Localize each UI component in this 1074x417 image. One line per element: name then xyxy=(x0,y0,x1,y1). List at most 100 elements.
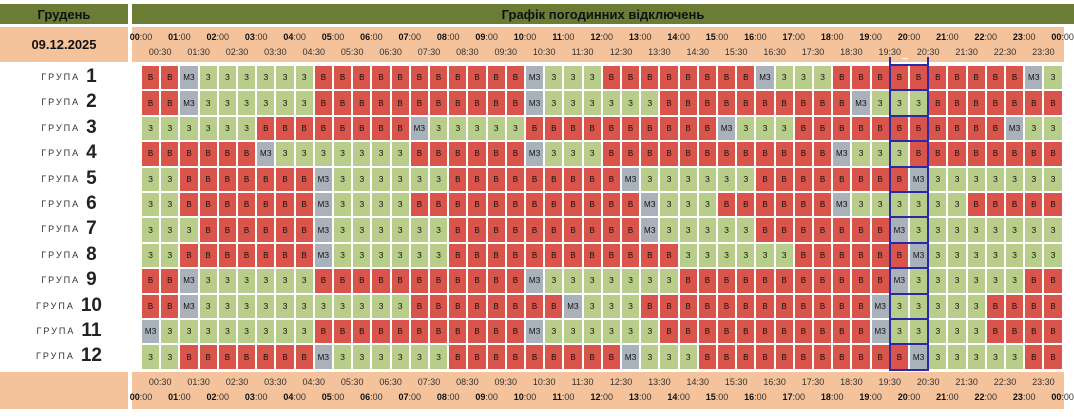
schedule-cell: З xyxy=(353,167,371,191)
schedule-cell: В xyxy=(410,142,428,166)
schedule-cell: В xyxy=(564,218,582,242)
half-hour-tick: 21:30 xyxy=(955,47,978,57)
schedule-cell: МЗ xyxy=(641,218,659,242)
schedule-cell: В xyxy=(948,66,966,90)
schedule-cell: З xyxy=(929,269,947,293)
schedule-cell: З xyxy=(698,193,716,217)
schedule-cell: В xyxy=(871,243,889,268)
schedule-cell: З xyxy=(1006,345,1024,369)
hour-tick: 20:00 xyxy=(897,392,921,402)
schedule-cell: В xyxy=(506,91,524,115)
hour-tick: 20:00 xyxy=(897,32,921,42)
schedule-cell: В xyxy=(353,66,371,90)
schedule-cell: З xyxy=(353,218,371,242)
schedule-cell: В xyxy=(679,294,697,318)
schedule-cell: В xyxy=(718,294,736,318)
hour-tick: 23:00 xyxy=(1012,392,1036,402)
schedule-cell: В xyxy=(1025,193,1043,217)
half-hour-tick: 20:30 xyxy=(916,47,940,57)
schedule-cell: З xyxy=(622,320,640,344)
schedule-cell: З xyxy=(986,218,1004,242)
schedule-cell: В xyxy=(391,320,409,344)
schedule-cell: В xyxy=(794,193,812,217)
group-number: 8 xyxy=(86,243,97,265)
schedule-cell: З xyxy=(161,116,179,141)
schedule-cell: В xyxy=(679,269,697,293)
schedule-cell: В xyxy=(660,142,678,166)
schedule-cell: В xyxy=(698,66,716,90)
hour-tick: 01:00 xyxy=(168,32,191,42)
schedule-cell: З xyxy=(410,167,428,191)
schedule-cell: З xyxy=(199,116,217,141)
schedule-cell: В xyxy=(430,142,448,166)
schedule-cell: В xyxy=(948,91,966,115)
hour-tick: 10:00 xyxy=(513,392,537,402)
group-label: ГРУПА 8 xyxy=(0,242,138,267)
schedule-cell: З xyxy=(929,243,947,268)
schedule-cell: З xyxy=(295,269,313,293)
schedule-cell: В xyxy=(775,218,793,242)
schedule-cell: З xyxy=(967,167,985,191)
schedule-cell: З xyxy=(775,116,793,141)
schedule-cell: З xyxy=(737,167,755,191)
half-hour-tick: 21:30 xyxy=(955,377,978,387)
schedule-cell: З xyxy=(948,294,966,318)
schedule-cell: В xyxy=(756,320,774,344)
schedule-cell: З xyxy=(775,66,793,90)
hour-tick: 02:00 xyxy=(206,392,230,402)
half-hour-tick: 22:30 xyxy=(993,377,1017,387)
schedule-cell: В xyxy=(622,243,640,268)
group-number: 11 xyxy=(81,320,102,341)
schedule-cell: З xyxy=(218,320,236,344)
schedule-cell: В xyxy=(161,142,179,166)
schedule-cell: В xyxy=(602,218,620,242)
schedule-cell: З xyxy=(391,193,409,217)
schedule-cell: З xyxy=(929,193,947,217)
schedule-cell: В xyxy=(737,345,755,369)
schedule-cell: В xyxy=(449,218,467,242)
schedule-cell: З xyxy=(545,269,563,293)
hour-tick: 06:00 xyxy=(360,392,383,402)
schedule-cell: В xyxy=(468,294,486,318)
schedule-cell: В xyxy=(775,320,793,344)
schedule-cell: В xyxy=(218,167,236,191)
schedule-cell: МЗ xyxy=(622,167,640,191)
group-word: ГРУПА xyxy=(41,148,81,159)
schedule-cell: МЗ xyxy=(1025,66,1043,90)
schedule-cell: З xyxy=(199,269,217,293)
schedule-cell: З xyxy=(142,167,160,191)
schedule-cell: З xyxy=(161,218,179,242)
schedule-cell: В xyxy=(986,66,1004,90)
schedule-cell: В xyxy=(718,91,736,115)
current-time-row-line xyxy=(888,292,930,295)
schedule-cell: З xyxy=(679,193,697,217)
schedule-cell: В xyxy=(238,345,256,369)
schedule-cell: З xyxy=(257,320,275,344)
schedule-cell: З xyxy=(1044,66,1062,90)
schedule-cell: В xyxy=(257,193,275,217)
half-hour-tick: 02:30 xyxy=(225,47,249,57)
schedule-cell: В xyxy=(583,345,601,369)
schedule-cell: З xyxy=(1006,218,1024,242)
half-hour-tick: 05:30 xyxy=(340,47,364,57)
schedule-cell: З xyxy=(334,193,352,217)
schedule-cell: З xyxy=(602,269,620,293)
schedule-cell: З xyxy=(545,91,563,115)
schedule-cell: В xyxy=(871,167,889,191)
half-hour-tick: 10:30 xyxy=(532,377,556,387)
schedule-cell: З xyxy=(238,116,256,141)
schedule-cell: В xyxy=(218,142,236,166)
schedule-cell: В xyxy=(679,142,697,166)
half-hour-tick: 08:30 xyxy=(456,377,479,387)
schedule-cell: З xyxy=(814,66,832,90)
schedule-cell: В xyxy=(468,167,486,191)
schedule-cell: З xyxy=(583,66,601,90)
schedule-cell: З xyxy=(756,116,774,141)
schedule-cell: З xyxy=(910,320,928,344)
half-hour-tick: 15:30 xyxy=(724,377,748,387)
schedule-cell: В xyxy=(372,269,390,293)
schedule-cell: В xyxy=(487,294,505,318)
schedule-cell: В xyxy=(986,116,1004,141)
schedule-cell: В xyxy=(814,218,832,242)
schedule-cell: МЗ xyxy=(526,269,544,293)
